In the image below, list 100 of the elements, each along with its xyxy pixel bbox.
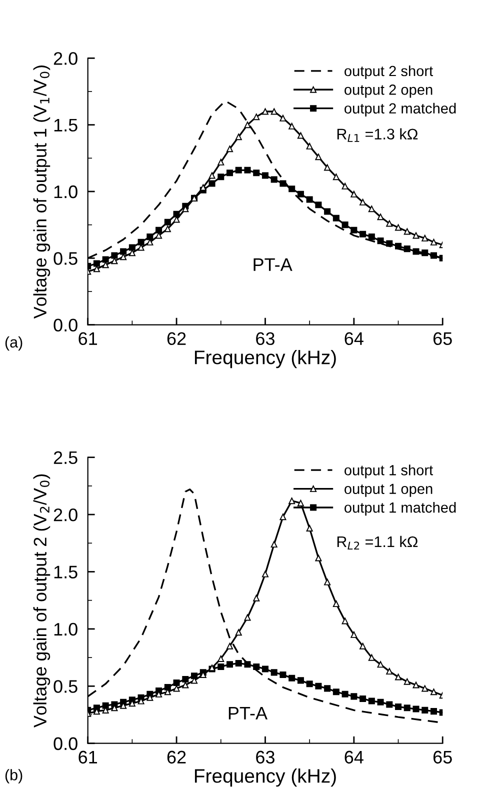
y-axis-title: Voltage gain of output 1 (V$_{1}$/V$_{0}$) (33, 66, 50, 319)
point (164, 684, 171, 691)
y-tick-label: 2.0 (54, 52, 78, 65)
point (270, 669, 278, 676)
point (253, 170, 260, 176)
point (386, 220, 393, 227)
point (218, 655, 224, 662)
point (306, 680, 313, 688)
point (288, 122, 296, 130)
point (93, 260, 100, 267)
point (226, 642, 234, 650)
point (111, 252, 118, 259)
point (342, 222, 348, 228)
annotation: PT-A (254, 258, 292, 271)
point (324, 578, 331, 586)
point (342, 690, 348, 698)
y-tick-label: 1.5 (54, 566, 78, 578)
text: (a) (5, 336, 22, 351)
point (360, 230, 366, 238)
point (128, 250, 136, 256)
point (404, 704, 410, 712)
point (208, 172, 216, 179)
y-tick-label: 1.0 (54, 622, 78, 636)
point (182, 676, 189, 683)
point (218, 158, 224, 166)
y-tick-label: 0.0 (54, 318, 78, 332)
point (253, 663, 260, 670)
point (288, 498, 296, 504)
legend-label: output 1 short (344, 464, 433, 478)
point (218, 663, 224, 670)
x-tick-label: 61 (78, 750, 97, 764)
point (102, 262, 109, 268)
point (173, 216, 180, 223)
point (280, 114, 286, 122)
point (368, 698, 375, 704)
point (164, 218, 171, 226)
point (262, 108, 268, 115)
x-tick-label: 63 (256, 332, 274, 346)
point (226, 146, 234, 152)
point (235, 629, 242, 636)
point (412, 248, 420, 255)
point (368, 206, 375, 212)
point (262, 172, 268, 179)
x-tick-label: 63 (256, 750, 274, 764)
y-tick-label: 2.5 (54, 451, 78, 464)
point (235, 166, 242, 174)
point (332, 214, 340, 222)
point (156, 232, 162, 239)
point (430, 238, 438, 246)
y-tick-label: 0.0 (54, 737, 78, 750)
point (262, 570, 268, 578)
point (297, 677, 304, 684)
point (350, 226, 358, 234)
point (368, 234, 375, 240)
y-tick-label: 0.5 (54, 680, 78, 693)
point (422, 706, 428, 714)
annotation: PT-A (228, 707, 268, 720)
point (377, 698, 384, 706)
y-tick-label: 1.0 (54, 185, 78, 198)
annotation: R$_{L1}$ =1.3 kΩ (337, 128, 418, 142)
point (102, 702, 109, 709)
point (315, 554, 322, 562)
point (93, 266, 100, 272)
point (270, 108, 278, 115)
point (395, 674, 402, 680)
point (138, 244, 144, 251)
point (288, 674, 296, 682)
point (350, 693, 358, 700)
point (297, 132, 304, 139)
point (332, 600, 340, 608)
point (262, 666, 268, 672)
point (120, 248, 127, 255)
point (226, 170, 234, 176)
point (164, 226, 171, 232)
point (324, 164, 331, 171)
point (244, 166, 251, 174)
x-tick-label: 65 (433, 332, 452, 346)
y-tick-label: 2.0 (54, 508, 78, 522)
point (253, 594, 260, 602)
x-tick-label: 62 (167, 750, 186, 764)
point (360, 642, 366, 650)
point (360, 695, 366, 702)
point (253, 114, 260, 120)
point (315, 154, 322, 160)
point (156, 226, 162, 234)
point (200, 184, 206, 191)
point (404, 228, 410, 235)
x-tick-label: 65 (433, 750, 452, 764)
point (368, 654, 375, 661)
legend-label: output 2 open (344, 84, 432, 98)
point (306, 142, 313, 150)
point (270, 176, 278, 183)
point (297, 500, 304, 506)
point (280, 180, 286, 187)
point (412, 232, 420, 239)
point (324, 208, 331, 215)
point (218, 174, 224, 180)
legend-label: output 2 matched (344, 102, 456, 116)
point (173, 685, 180, 692)
point (128, 244, 136, 251)
